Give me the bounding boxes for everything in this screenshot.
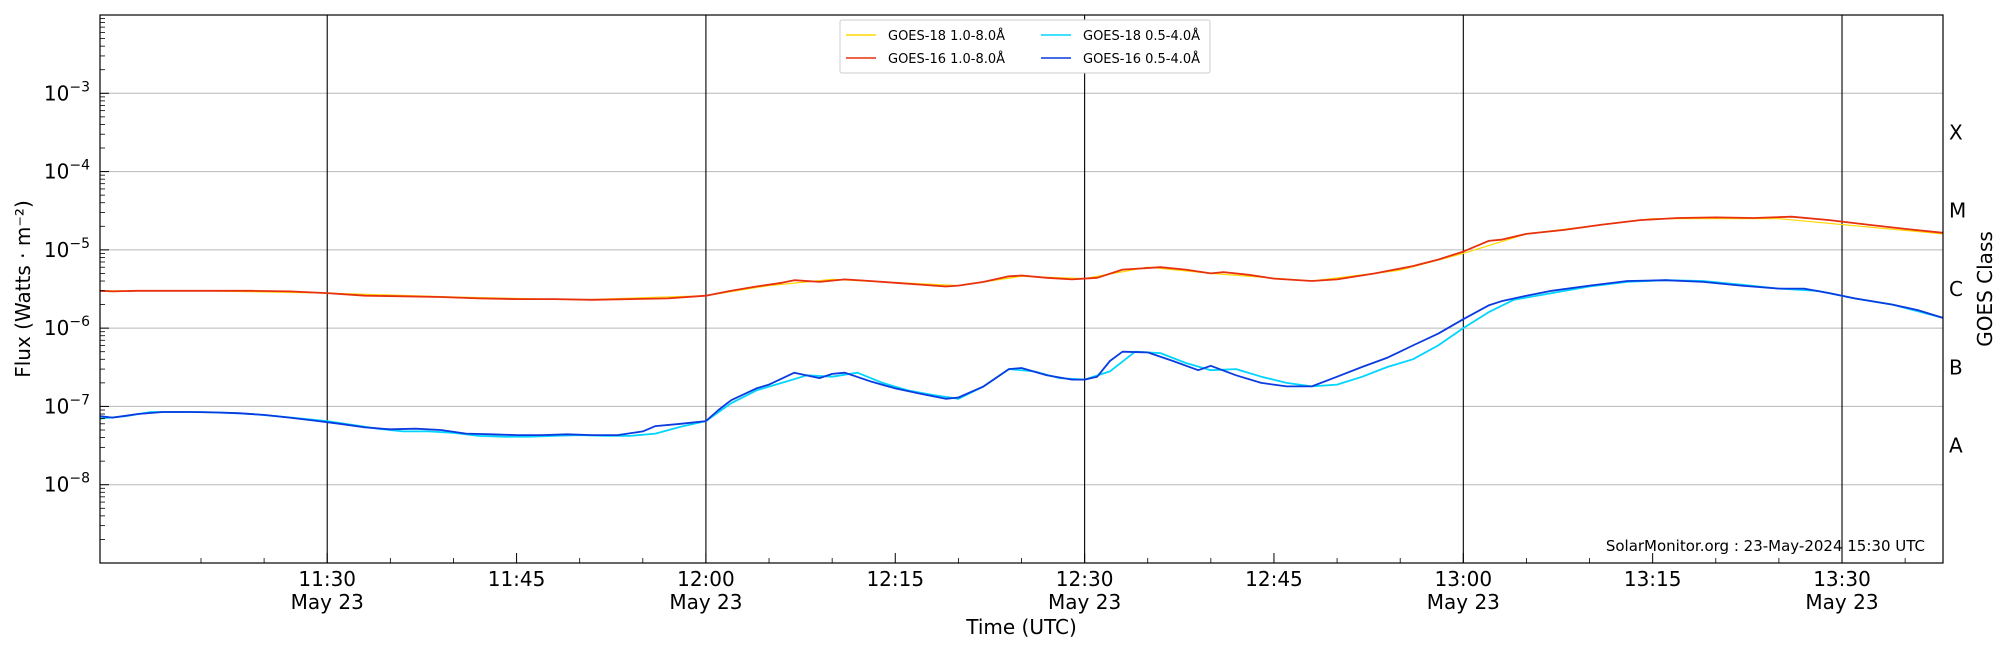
x-axis-title: Time (UTC) [965, 615, 1077, 639]
series-line-3 [99, 279, 1944, 438]
series-line-4 [99, 279, 1944, 437]
legend-label: GOES-16 1.0-8.0Å [888, 51, 1005, 67]
x-tick-sublabel: May 23 [291, 590, 364, 614]
class-label: C [1949, 277, 1963, 301]
series-layer [99, 215, 1944, 438]
x-tick-label: 13:15 [1624, 567, 1682, 591]
y-tick-label: 10−4 [44, 158, 90, 184]
plot-frame [99, 14, 1944, 564]
legend-box [839, 19, 1211, 74]
grid-layer [100, 92, 1943, 486]
class-label: M [1949, 199, 1966, 223]
class-label: X [1949, 120, 1963, 144]
x-tick-label: 12:30 [1056, 567, 1114, 591]
x-tick-sublabel: May 23 [1805, 590, 1878, 614]
x-tick-label: 11:30 [298, 567, 356, 591]
legend: GOES-18 1.0-8.0Å GOES-16 1.0-8.0Å GOES-18 … [839, 19, 1211, 74]
day-separator-lines [326, 15, 1843, 563]
legend-label: GOES-16 0.5-4.0Å [1083, 51, 1200, 67]
y-tick-label: 10−8 [44, 471, 90, 497]
goes-class-axis: A B C M X [1949, 120, 1966, 457]
y-tick-label: 10−7 [44, 392, 90, 418]
x-tick-label: 11:45 [488, 567, 546, 591]
series-line-1 [100, 218, 1944, 301]
credit-text: SolarMonitor.org : 23-May-2024 15:30 UTC [1606, 537, 1925, 555]
class-label: A [1949, 434, 1963, 458]
x-tick-label: 13:30 [1813, 567, 1871, 591]
y-axis: 10−8 10−7 10−6 10−5 10−4 10−3 [44, 18, 109, 540]
x-tick-sublabel: May 23 [1048, 590, 1121, 614]
legend-label: GOES-18 0.5-4.0Å [1083, 28, 1200, 44]
x-tick-sublabel: May 23 [1427, 590, 1500, 614]
class-label: B [1949, 355, 1963, 379]
y-axis-title: Flux (Watts · m⁻²) [11, 200, 35, 378]
series-line-2 [99, 215, 1944, 301]
class-axis-title: GOES Class [1973, 231, 1997, 347]
x-tick-label: 12:00 [677, 567, 735, 591]
y-tick-label: 10−6 [44, 314, 90, 340]
y-tick-label: 10−5 [44, 236, 90, 262]
x-tick-sublabel: May 23 [669, 590, 742, 614]
y-tick-label: 10−3 [44, 79, 90, 105]
x-tick-label: 13:00 [1434, 567, 1492, 591]
legend-label: GOES-18 1.0-8.0Å [888, 28, 1005, 44]
x-tick-label: 12:15 [866, 567, 924, 591]
x-tick-label: 12:45 [1245, 567, 1303, 591]
